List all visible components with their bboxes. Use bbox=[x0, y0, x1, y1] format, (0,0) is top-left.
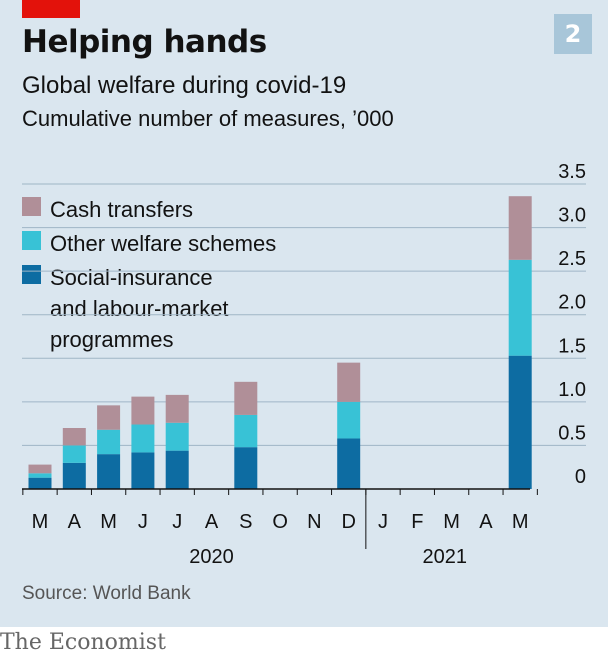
x-tick-label: A bbox=[205, 511, 219, 533]
x-tick-label: A bbox=[68, 511, 82, 533]
legend-swatch-cash bbox=[22, 197, 41, 216]
bar-segment-social bbox=[28, 477, 52, 489]
legend-swatch-social bbox=[22, 265, 41, 284]
y-tick-label: 0 bbox=[575, 466, 586, 488]
x-tick-label: J bbox=[138, 511, 148, 533]
chart-panel: 2 Helping hands Global welfare during co… bbox=[0, 0, 608, 627]
bar-segment-cash bbox=[508, 196, 532, 260]
legend-label-other: Other welfare schemes bbox=[50, 231, 277, 256]
x-tick-label: M bbox=[443, 511, 460, 533]
y-tick-label: 2.5 bbox=[558, 248, 586, 270]
y-tick-label: 2.0 bbox=[558, 292, 586, 314]
x-tick-label: J bbox=[172, 511, 182, 533]
x-tick-label: M bbox=[32, 511, 49, 533]
y-tick-label: 1.0 bbox=[558, 379, 586, 401]
bar-segment-cash bbox=[337, 362, 361, 402]
bar-segment-other bbox=[62, 445, 86, 463]
chart-plot: 00.51.01.52.02.53.03.5M A M J J A S O N D J F M A M202… bbox=[22, 161, 586, 568]
bar-segment-cash bbox=[131, 396, 155, 425]
chart-subtitle: Global welfare during covid-19 bbox=[22, 72, 347, 99]
y-tick-label: 1.5 bbox=[558, 335, 586, 357]
chart-title: Helping hands bbox=[22, 24, 267, 60]
y-tick-label: 3.5 bbox=[558, 161, 586, 183]
x-tick-label: F bbox=[411, 511, 423, 533]
legend-label-social: Social-insurance and labour-market progr… bbox=[50, 265, 229, 352]
x-tick-label: S bbox=[239, 511, 252, 533]
bar-segment-other bbox=[165, 422, 189, 451]
x-tick-label: D bbox=[341, 511, 355, 533]
source-note: Source: World Bank bbox=[22, 583, 191, 604]
bar-segment-social bbox=[131, 452, 155, 489]
bar-segment-social bbox=[508, 355, 532, 489]
bar-segment-social bbox=[337, 438, 361, 489]
y-tick-label: 3.0 bbox=[558, 205, 586, 227]
bar-segment-social bbox=[62, 462, 86, 489]
x-tick-label: O bbox=[272, 511, 288, 533]
bar-segment-cash bbox=[234, 381, 258, 415]
bar-segment-other bbox=[234, 414, 258, 448]
bar-segment-cash bbox=[62, 428, 86, 446]
bar-segment-other bbox=[508, 259, 532, 356]
x-tick-label: M bbox=[100, 511, 117, 533]
y-tick-label: 0.5 bbox=[558, 422, 586, 444]
legend-label-cash: Cash transfers bbox=[50, 197, 194, 222]
brand-red-tab bbox=[22, 0, 80, 18]
x-tick-label: N bbox=[307, 511, 321, 533]
bar-segment-other bbox=[337, 401, 361, 439]
bar-segment-social bbox=[234, 447, 258, 489]
bar-segment-social bbox=[97, 454, 121, 489]
x-tick-label: J bbox=[378, 511, 388, 533]
bar-segment-other bbox=[131, 424, 155, 453]
chart-number-badge: 2 bbox=[554, 14, 592, 54]
bar-segment-social bbox=[165, 450, 189, 489]
bar-segment-other bbox=[97, 429, 121, 455]
year-label-2021: 2021 bbox=[422, 546, 467, 568]
publisher-footer: The Economist bbox=[0, 630, 166, 655]
x-tick-label: M bbox=[512, 511, 529, 533]
legend-swatch-other bbox=[22, 231, 41, 250]
bar-segment-cash bbox=[165, 394, 189, 423]
bar-segment-other bbox=[28, 473, 52, 478]
bar-segment-cash bbox=[97, 405, 121, 430]
x-tick-label: A bbox=[479, 511, 493, 533]
chart-units: Cumulative number of measures, ’000 bbox=[22, 106, 394, 131]
year-label-2020: 2020 bbox=[189, 546, 234, 568]
bar-segment-cash bbox=[28, 464, 52, 474]
